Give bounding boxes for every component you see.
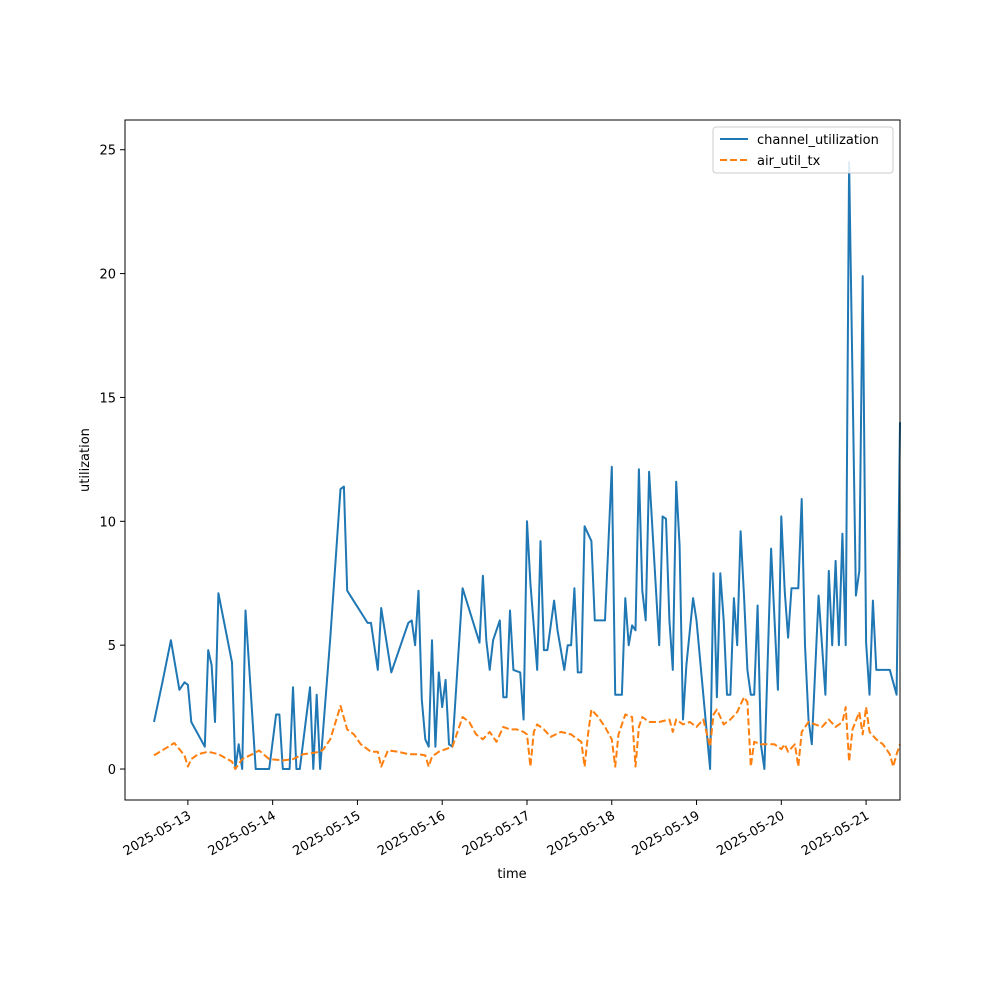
y-tick-label: 15	[99, 391, 116, 406]
legend: channel_utilization air_util_tx	[712, 126, 894, 174]
y-tick-label: 10	[99, 515, 116, 530]
y-axis-label: utilization	[78, 428, 93, 492]
plot-frame	[124, 119, 901, 801]
series-line-air-util-tx	[153, 696, 901, 770]
legend-box	[712, 126, 894, 174]
series-layer	[153, 161, 901, 770]
legend-label-channel-utilization: channel_utilization	[757, 133, 879, 148]
y-tick-label: 25	[99, 144, 116, 159]
y-tick-label: 5	[108, 639, 116, 654]
y-axis: 0 5 10 15 20 25	[99, 144, 125, 778]
y-tick-label: 0	[108, 763, 116, 778]
legend-label-air-util-tx: air_util_tx	[757, 154, 821, 169]
y-tick-label: 20	[99, 268, 116, 283]
x-axis-label: time	[497, 867, 526, 882]
series-line-channel-utilization	[153, 161, 901, 770]
